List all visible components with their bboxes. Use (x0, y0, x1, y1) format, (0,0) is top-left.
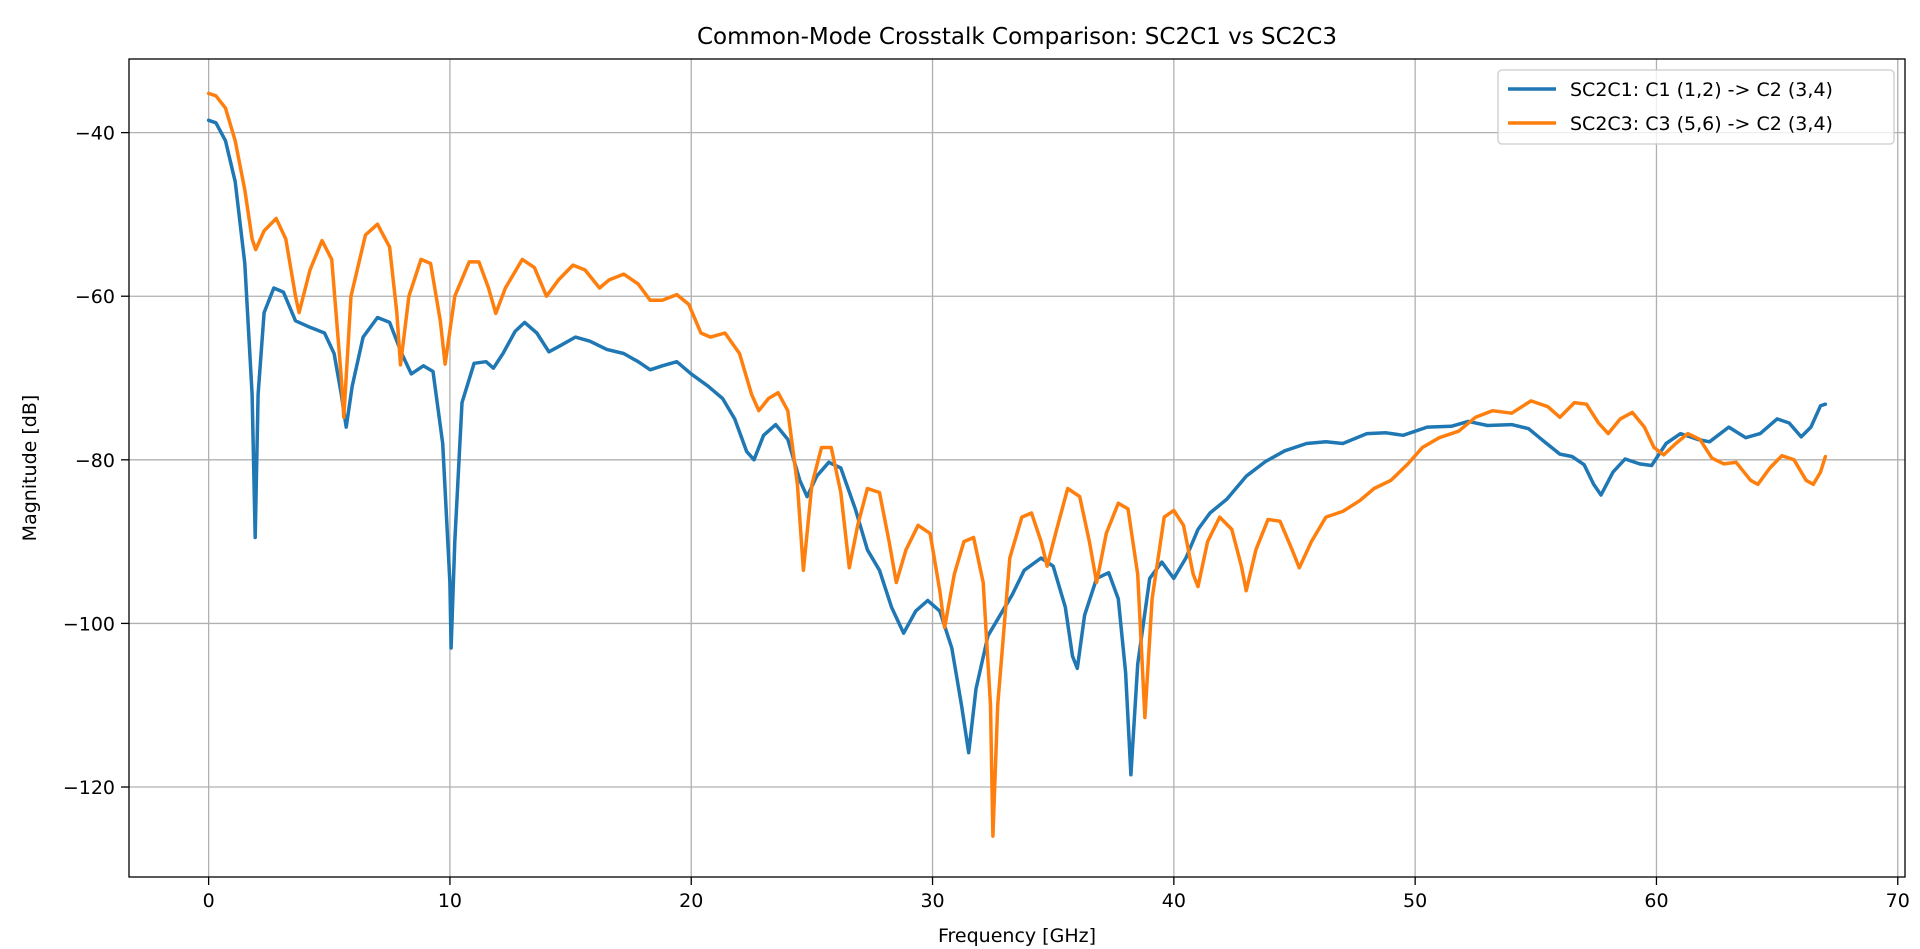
y-tick-label-0: −40 (75, 123, 115, 145)
series-layer (206, 91, 1828, 838)
ticks: 0 10 20 30 40 50 60 70 −40 −60 −80 −100 −120 (63, 123, 1910, 912)
y-tick-label-3: −100 (63, 613, 115, 635)
legend: SC2C1: C1 (1,2) -> C2 (3,4) SC2C3: C3 (5… (1497, 69, 1895, 145)
x-tick-label-2: 20 (679, 890, 703, 912)
plot-frame (128, 58, 1906, 878)
x-tick-label-4: 40 (1162, 890, 1186, 912)
y-axis-label: Magnitude [dB] (19, 395, 41, 542)
legend-label-sc2c1: SC2C1: C1 (1,2) -> C2 (3,4) (1570, 79, 1833, 101)
x-tick-label-1: 10 (438, 890, 462, 912)
y-tick-label-1: −60 (75, 286, 115, 308)
x-tick-label-5: 50 (1403, 890, 1427, 912)
series-line-0 (206, 118, 1828, 777)
series-line-1 (206, 91, 1828, 838)
x-tick-label-6: 60 (1644, 890, 1668, 912)
grid (129, 59, 1905, 877)
chart-title: Common-Mode Crosstalk Comparison: SC2C1 … (697, 24, 1337, 50)
x-tick-label-0: 0 (203, 890, 215, 912)
legend-label-sc2c3: SC2C3: C3 (5,6) -> C2 (3,4) (1570, 113, 1833, 135)
x-axis-label: Frequency [GHz] (938, 925, 1096, 947)
legend-box (1497, 69, 1895, 145)
x-tick-label-7: 70 (1886, 890, 1910, 912)
y-tick-label-2: −80 (75, 450, 115, 472)
y-tick-label-4: −120 (63, 777, 115, 799)
x-tick-label-3: 30 (920, 890, 944, 912)
